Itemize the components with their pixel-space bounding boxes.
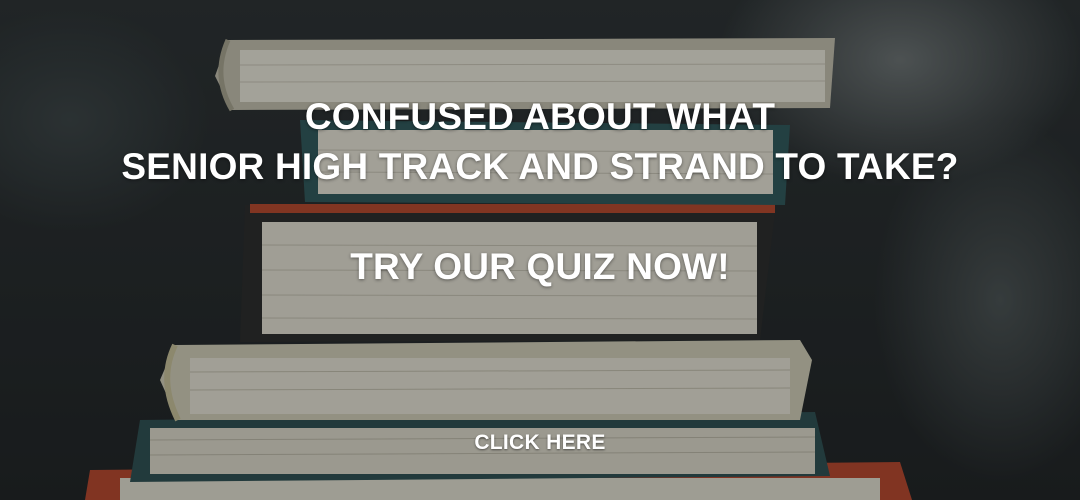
book-teal-lower xyxy=(130,412,830,482)
book-cream xyxy=(160,340,812,422)
headline-line-2: SENIOR HIGH TRACK AND STRAND TO TAKE? xyxy=(121,146,959,187)
click-here-button[interactable]: CLICK HERE xyxy=(440,426,640,460)
cta-title: TRY OUR QUIZ NOW! xyxy=(350,246,730,287)
headline-line-1: CONFUSED ABOUT WHAT xyxy=(304,96,776,137)
book-top xyxy=(215,38,835,112)
book-teal-upper xyxy=(300,120,790,205)
book-dark-thick xyxy=(240,204,775,342)
headline: CONFUSED ABOUT WHAT SENIOR HIGH TRACK AN… xyxy=(0,92,1080,192)
